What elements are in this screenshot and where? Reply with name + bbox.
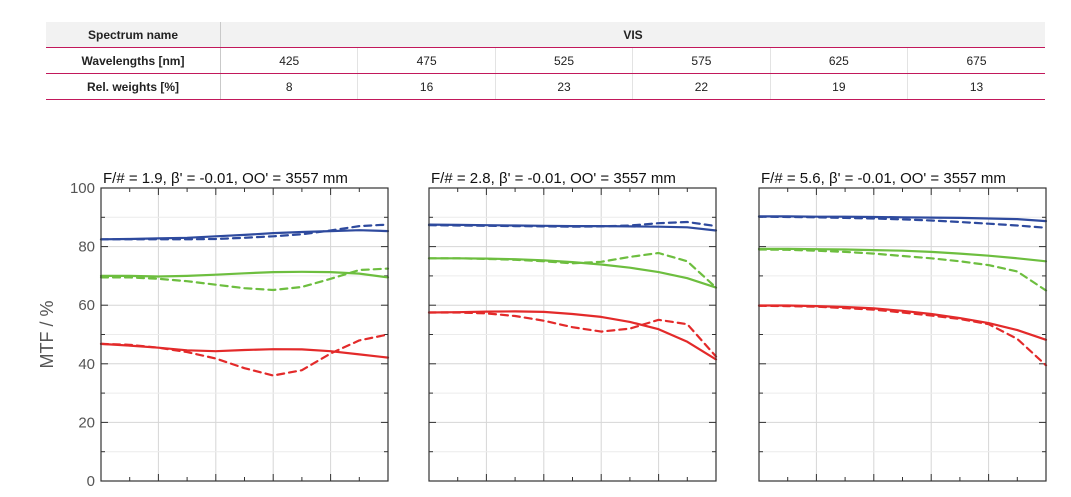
series-line-green-solid — [757, 247, 1048, 263]
wavelengths-label: Wavelengths [nm] — [46, 47, 221, 74]
wavelengths-row: Wavelengths [nm] 425 475 525 575 625 675 — [46, 47, 1045, 74]
series-line-red-solid — [427, 310, 718, 361]
spectrum-name-value: VIS — [220, 22, 1045, 48]
plot-frame — [428, 187, 717, 482]
series-line-blue-dashed — [757, 215, 1048, 229]
y-tick-label: 40 — [78, 356, 95, 373]
y-tick-label: 60 — [78, 297, 95, 314]
plot-frame — [100, 187, 389, 482]
weight-cell: 22 — [632, 73, 771, 100]
mtf-chart-1: F/# = 1.9, β' = -0.01, OO' = 3557 mm 0 20 4… — [37, 170, 390, 490]
weight-cell: 16 — [357, 73, 496, 100]
weight-cell: 13 — [907, 73, 1045, 100]
weight-cell: 19 — [770, 73, 909, 100]
series-line-red-dashed — [427, 311, 718, 358]
y-tick-label: 80 — [78, 239, 95, 256]
spectrum-name-row: Spectrum name VIS — [46, 22, 1045, 48]
y-tick-label: 100 — [70, 180, 95, 197]
spectrum-table: Spectrum name VIS Wavelengths [nm] 425 4… — [46, 22, 1045, 100]
y-axis-label: MTF / % — [37, 301, 57, 369]
wavelength-cell: 425 — [220, 47, 359, 74]
series-line-blue-dashed — [427, 220, 718, 228]
weights-label: Rel. weights [%] — [46, 73, 221, 100]
wavelength-cell: 575 — [632, 47, 771, 74]
plot-frame — [758, 187, 1047, 482]
weight-cell: 8 — [220, 73, 359, 100]
series-line-green-dashed — [427, 251, 718, 289]
spectrum-name-label: Spectrum name — [46, 22, 221, 48]
mtf-charts: F/# = 1.9, β' = -0.01, OO' = 3557 mm 0 20 4… — [37, 170, 1048, 490]
mtf-chart-3: F/# = 5.6, β' = -0.01, OO' = 3557 mm — [757, 170, 1048, 482]
weight-cell: 23 — [495, 73, 634, 100]
series-line-green-solid — [99, 270, 390, 279]
series-line-red-dashed — [99, 333, 390, 377]
series-line-blue-dashed — [99, 223, 390, 241]
wavelength-cell: 525 — [495, 47, 634, 74]
wavelength-cell: 675 — [907, 47, 1045, 74]
wavelength-cell: 475 — [357, 47, 496, 74]
series-line-green-dashed — [99, 267, 390, 292]
mtf-chart-2: F/# = 2.8, β' = -0.01, OO' = 3557 mm — [427, 170, 718, 482]
y-tick-label: 20 — [78, 414, 95, 431]
series-line-red-dashed — [757, 304, 1048, 367]
chart-title: F/# = 1.9, β' = -0.01, OO' = 3557 mm — [103, 170, 348, 187]
chart-title: F/# = 2.8, β' = -0.01, OO' = 3557 mm — [431, 170, 676, 187]
y-tick-label: 0 — [87, 473, 95, 490]
weights-row: Rel. weights [%] 8 16 23 22 19 13 — [46, 73, 1045, 100]
chart-title: F/# = 5.6, β' = -0.01, OO' = 3557 mm — [761, 170, 1006, 187]
wavelength-cell: 625 — [770, 47, 909, 74]
series-line-green-dashed — [757, 248, 1048, 292]
